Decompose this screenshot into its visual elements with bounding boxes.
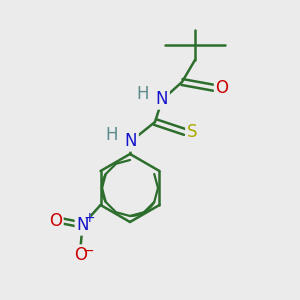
Text: H: H bbox=[106, 126, 118, 144]
Text: +: + bbox=[84, 211, 95, 225]
Text: N: N bbox=[125, 132, 137, 150]
Text: O: O bbox=[215, 79, 229, 97]
Text: −: − bbox=[83, 244, 94, 258]
Text: O: O bbox=[49, 212, 62, 230]
Text: H: H bbox=[137, 85, 149, 103]
Text: O: O bbox=[74, 246, 87, 264]
Text: N: N bbox=[76, 216, 89, 234]
Text: N: N bbox=[156, 90, 168, 108]
Text: S: S bbox=[187, 123, 197, 141]
